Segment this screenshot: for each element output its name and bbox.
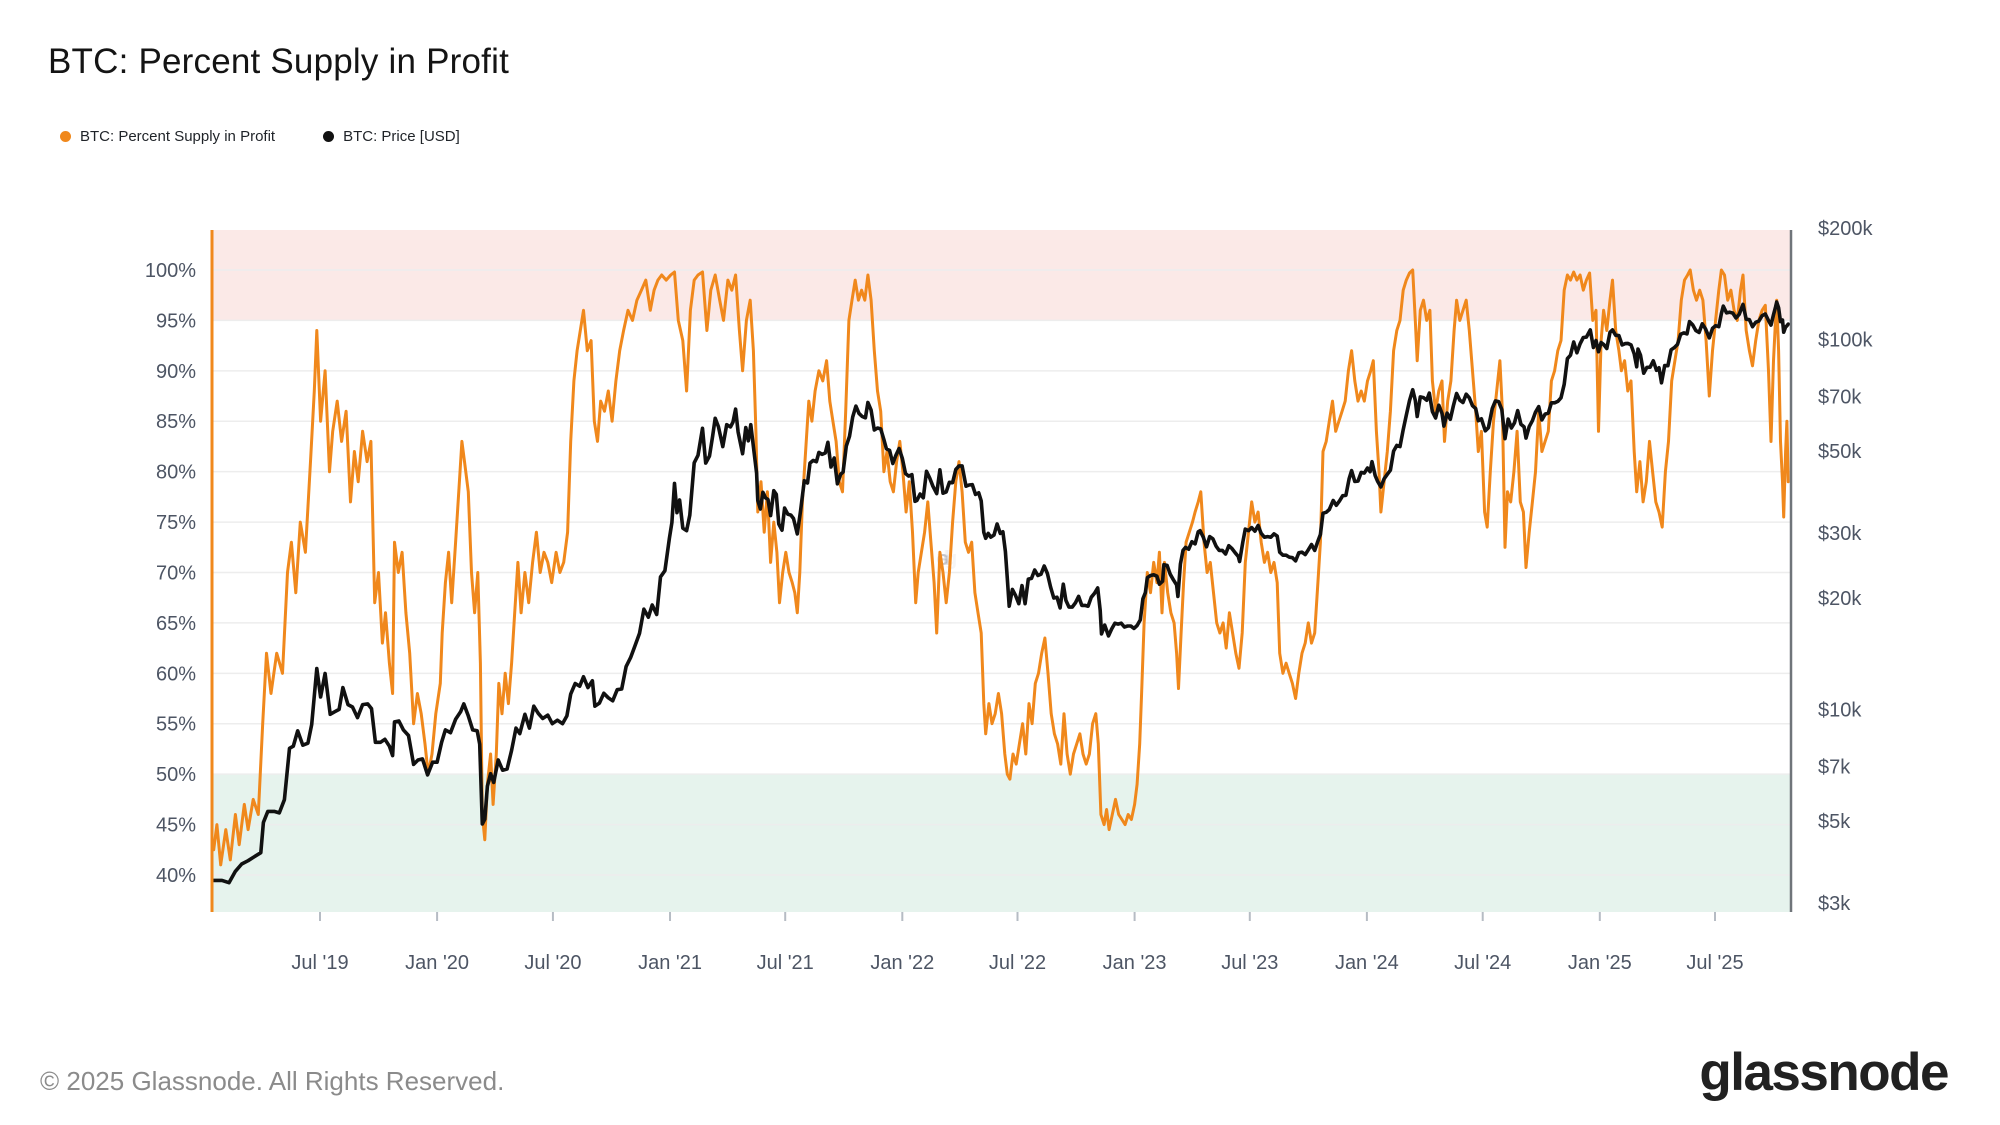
svg-text:Jul '20: Jul '20 [524,952,581,974]
legend-dot-price-icon [323,131,335,142]
copyright-text: © 2025 Glassnode. All Rights Reserved. [40,1066,505,1096]
svg-text:Jan '22: Jan '22 [870,952,934,974]
svg-text:Jul '19: Jul '19 [291,952,348,974]
zone-bands [212,230,1791,912]
svg-text:$200k: $200k [1818,218,1873,240]
svg-text:$30k: $30k [1818,523,1862,545]
x-axis-labels: Jul '19 Jan '20 Jul '20 Jan '21 Jul '21 Jan '… [291,912,1744,974]
legend-item-supply-in-profit[interactable]: BTC: Percent Supply in Profit [60,128,275,145]
svg-text:55%: 55% [156,714,196,736]
svg-text:40%: 40% [156,865,196,887]
svg-text:80%: 80% [156,462,196,484]
svg-text:$7k: $7k [1818,757,1851,779]
svg-text:60%: 60% [156,663,196,685]
legend-dot-supply-icon [60,131,71,142]
series-lines [212,268,1790,885]
low-profit-zone [212,774,1791,912]
page-title: BTC: Percent Supply in Profit [48,42,509,81]
svg-text:Jan '23: Jan '23 [1103,952,1167,974]
svg-text:75%: 75% [156,512,196,534]
svg-text:90%: 90% [156,361,196,383]
left-axis-labels: 100% 95% 90% 85% 80% 75% 70% 65% 60% 55% 50% 45% 40% [145,260,196,887]
svg-text:$3k: $3k [1818,893,1851,915]
svg-text:$5k: $5k [1818,811,1851,833]
plot-area[interactable] [212,230,1791,912]
gridlines [212,269,1791,876]
svg-text:50%: 50% [156,764,196,786]
svg-text:65%: 65% [156,613,196,635]
svg-text:85%: 85% [156,411,196,433]
svg-text:Jan '24: Jan '24 [1335,952,1399,974]
glassnode-logo: glassnode [1699,1043,1949,1102]
svg-text:70%: 70% [156,562,196,584]
svg-text:$20k: $20k [1818,588,1862,610]
right-axis-labels: $200k $100k $70k $50k $30k $20k $10k $7k $5k $3k [1818,218,1873,915]
svg-text:Jul '23: Jul '23 [1221,952,1278,974]
svg-text:Jan '21: Jan '21 [638,952,702,974]
svg-text:Jul '24: Jul '24 [1454,952,1511,974]
svg-text:$70k: $70k [1818,387,1862,409]
svg-text:Jul '25: Jul '25 [1686,952,1743,974]
legend: BTC: Percent Supply in Profit BTC: Price… [60,128,460,145]
svg-text:100%: 100% [145,260,196,282]
series-price [212,300,1790,885]
series-supply-in-profit [212,268,1790,867]
svg-text:Jan '20: Jan '20 [405,952,469,974]
svg-text:$50k: $50k [1818,441,1862,463]
svg-text:Jan '25: Jan '25 [1568,952,1632,974]
legend-item-price[interactable]: BTC: Price [USD] [323,128,460,145]
svg-text:95%: 95% [156,310,196,332]
legend-label-price: BTC: Price [USD] [343,128,460,145]
svg-text:Jul '22: Jul '22 [989,952,1046,974]
high-profit-zone [212,230,1791,321]
svg-text:$100k: $100k [1818,329,1873,351]
svg-text:Jul '21: Jul '21 [757,952,814,974]
svg-text:$10k: $10k [1818,699,1862,721]
svg-text:45%: 45% [156,815,196,837]
legend-label-supply: BTC: Percent Supply in Profit [80,128,276,145]
